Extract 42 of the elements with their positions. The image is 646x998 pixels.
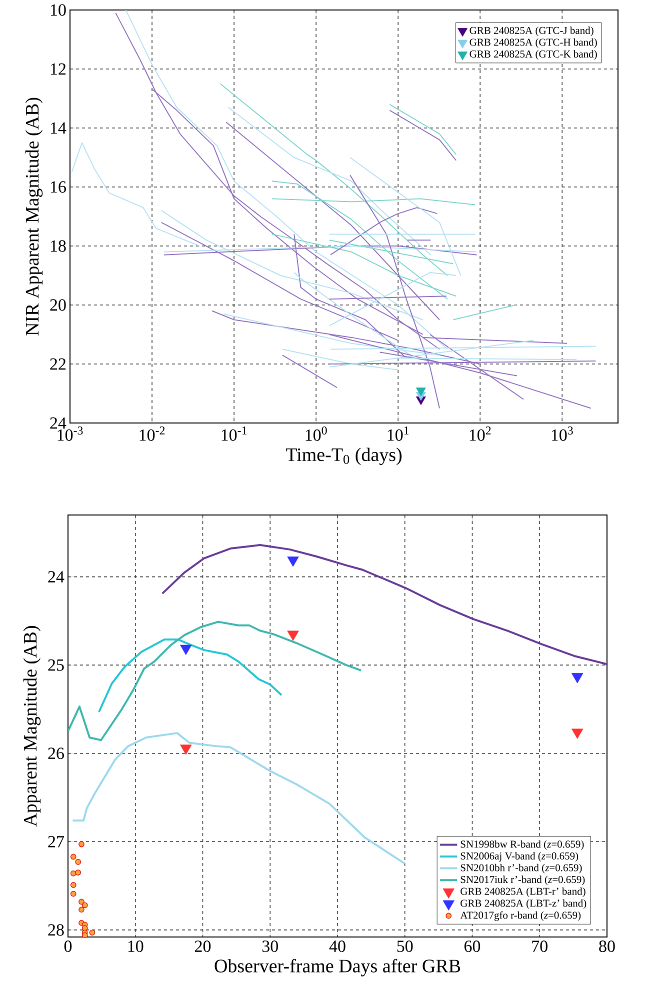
y-tick-label: 18 bbox=[50, 240, 66, 252]
legend-label: SN2017iuk r’-band (z=0.659) bbox=[460, 876, 585, 886]
legend-label: GRB 240825A (LBT-z’ band) bbox=[460, 899, 586, 909]
y-tick-label: 24 bbox=[48, 571, 64, 582]
legend-label: GRB 240825A (LBT-r’ band) bbox=[460, 887, 586, 897]
y-tick-label: 10 bbox=[50, 4, 66, 16]
legend-label: GRB 240825A (GTC-H band) bbox=[470, 38, 597, 48]
y-tick-label: 22 bbox=[50, 358, 66, 370]
y-tick-label: 12 bbox=[50, 63, 66, 75]
x-tick-label: 20 bbox=[195, 940, 211, 952]
legend-label: SN2006aj V-band (z=0.659) bbox=[460, 852, 578, 862]
y-tick-label: 27 bbox=[48, 836, 64, 848]
x-axis-title: Observer-frame Days after GRB bbox=[214, 958, 460, 976]
x-tick-label: 60 bbox=[464, 940, 480, 952]
x-tick-label: 0 bbox=[64, 940, 72, 952]
x-tick-label: 40 bbox=[329, 940, 346, 952]
x-tick-label: 10$^{2}$ bbox=[470, 426, 491, 441]
x-tick-label: 80 bbox=[599, 940, 615, 952]
x-tick-label: 10$^{1}$ bbox=[388, 426, 409, 441]
x-tick-label: 10$^{-1}$ bbox=[222, 426, 247, 441]
x-axis-title: Time-T$_{0}$ (days) bbox=[286, 448, 402, 466]
y-tick-label: 24 bbox=[50, 417, 66, 429]
y-tick-label: 25 bbox=[48, 659, 64, 671]
y-tick-label: 14 bbox=[50, 122, 66, 134]
x-tick-label: 10$^{3}$ bbox=[552, 426, 573, 441]
x-tick-label: 50 bbox=[397, 940, 413, 952]
x-tick-label: 70 bbox=[532, 940, 548, 952]
y-tick-label: 28 bbox=[48, 924, 64, 936]
legend-label: GRB 240825A (GTC-J band) bbox=[470, 26, 594, 36]
y-axis-title: Apparent Magnitude (AB) bbox=[23, 626, 41, 827]
legend-label: SN1998bw R-band (z=0.659) bbox=[460, 840, 584, 850]
x-tick-label: 10 bbox=[128, 940, 144, 952]
legend-label: AT2017gfo r-band (z=0.659) bbox=[460, 911, 581, 921]
legend-label: SN2010bh r’-band (z=0.659) bbox=[460, 864, 582, 874]
legend-label: GRB 240825A (GTC-K band) bbox=[470, 50, 597, 60]
x-tick-label: 30 bbox=[262, 940, 278, 952]
y-tick-label: 16 bbox=[50, 181, 66, 193]
y-axis-title: NIR Apparent Magnitude (AB) bbox=[25, 98, 43, 336]
x-tick-label: 10$^{-2}$ bbox=[140, 426, 165, 441]
y-tick-label: 20 bbox=[50, 299, 66, 311]
x-tick-label: 10$^{0}$ bbox=[306, 426, 327, 441]
y-tick-label: 26 bbox=[48, 748, 64, 760]
